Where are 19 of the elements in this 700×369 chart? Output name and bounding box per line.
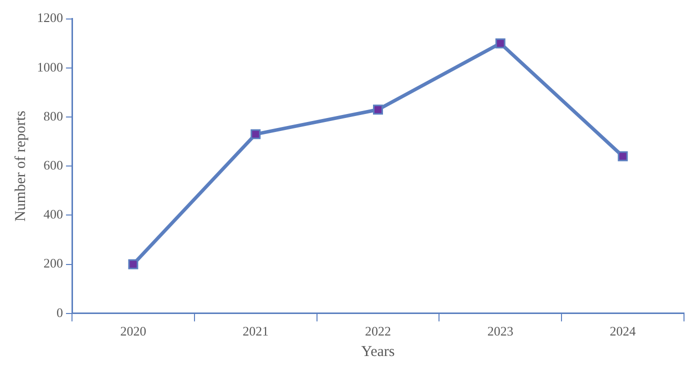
point <box>250 129 261 140</box>
x-tick-label: 2020 <box>120 324 146 339</box>
point <box>495 38 506 48</box>
x-tick-label: 2024 <box>610 324 636 339</box>
y-tick-label: 1200 <box>37 10 63 26</box>
x-tick-label: 2021 <box>242 324 269 339</box>
x-tick-label: 2022 <box>365 324 391 339</box>
point <box>618 151 628 162</box>
y-axis-title: Number of reports <box>12 110 29 222</box>
x-tick-label: 2023 <box>487 324 514 339</box>
x-axis-title: Years <box>361 344 395 360</box>
point <box>128 259 138 270</box>
point <box>373 104 383 115</box>
y-tick-label: 800 <box>44 108 63 124</box>
y-tick-label: 0 <box>56 304 63 320</box>
y-tick-label: 200 <box>44 256 63 271</box>
y-tick-label: 1000 <box>37 59 63 74</box>
y-tick-label: 600 <box>44 158 63 173</box>
y-tick-label: 400 <box>44 206 63 222</box>
